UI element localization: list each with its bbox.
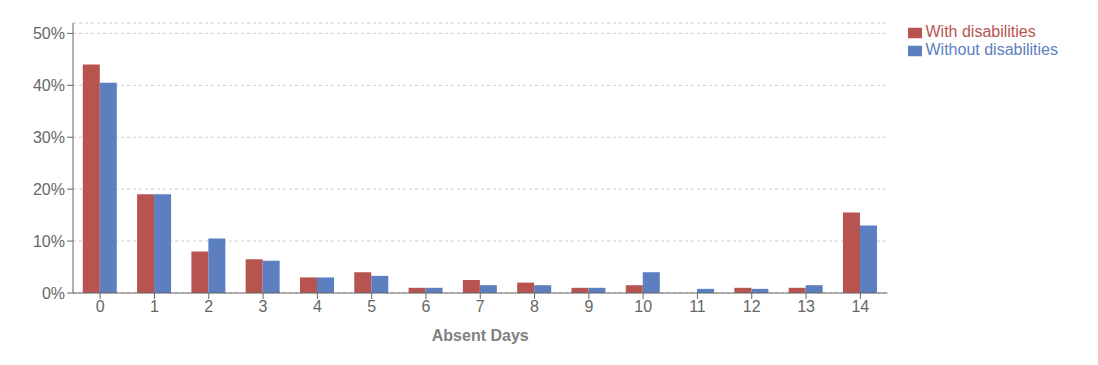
- svg-text:2: 2: [204, 298, 213, 315]
- svg-text:13: 13: [797, 298, 815, 315]
- svg-text:5: 5: [367, 298, 376, 315]
- svg-text:3: 3: [259, 298, 268, 315]
- svg-text:4: 4: [313, 298, 322, 315]
- svg-text:8: 8: [530, 298, 539, 315]
- svg-text:30%: 30%: [33, 129, 65, 146]
- svg-text:10%: 10%: [33, 233, 65, 250]
- html-text:Without disabilities: Without disabilities: [925, 41, 1058, 58]
- svg-text:11: 11: [689, 298, 706, 315]
- svg-text:40%: 40%: [33, 77, 65, 94]
- svg-text:6: 6: [421, 298, 430, 315]
- svg-text:50%: 50%: [33, 25, 65, 42]
- svg-text:1: 1: [150, 298, 159, 315]
- svg-text:9: 9: [584, 298, 593, 315]
- html-text:With disabilities: With disabilities: [925, 23, 1036, 40]
- svg-text:20%: 20%: [33, 181, 65, 198]
- svg-text:10: 10: [634, 298, 652, 315]
- svg-text:0%: 0%: [42, 285, 65, 302]
- svg-text:0: 0: [96, 298, 105, 315]
- svg-text:7: 7: [476, 298, 485, 315]
- svg-text:12: 12: [743, 298, 761, 315]
- svg-text:14: 14: [851, 298, 869, 315]
- svg-text:Absent Days: Absent Days: [432, 327, 529, 344]
